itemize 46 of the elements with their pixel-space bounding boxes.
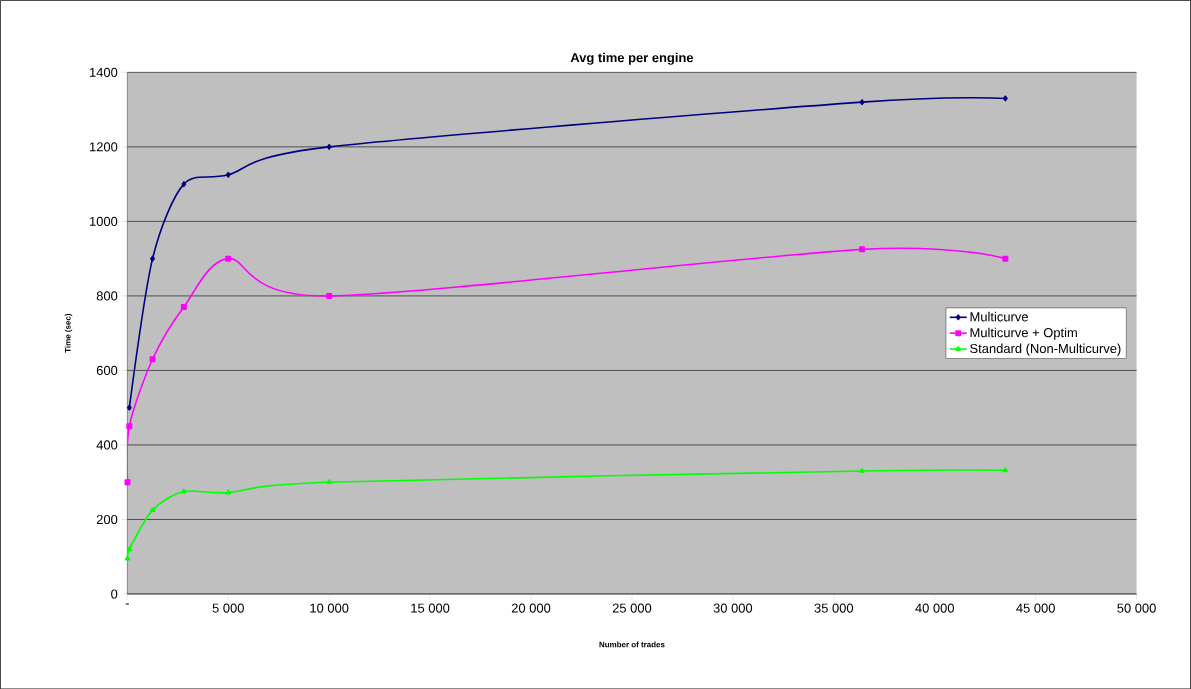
point xyxy=(181,180,187,187)
point xyxy=(126,404,132,411)
point xyxy=(124,479,131,486)
x-tick-label: - xyxy=(125,603,129,605)
point xyxy=(225,255,232,262)
point xyxy=(124,555,131,561)
x-tick-label: 30 000 xyxy=(713,603,753,613)
y-tick-label: 1400 xyxy=(90,67,118,77)
point xyxy=(126,546,133,552)
y-tick-label: 200 xyxy=(96,514,118,524)
y-tick-label: 400 xyxy=(96,440,118,450)
point xyxy=(150,255,155,262)
point xyxy=(225,489,231,495)
x-tick-label: 25 000 xyxy=(612,603,652,613)
point xyxy=(225,171,231,178)
point xyxy=(326,479,332,484)
x-tick-label: 20 000 xyxy=(511,603,551,613)
point xyxy=(180,303,187,310)
point xyxy=(181,488,187,494)
x-tick-label: 35 000 xyxy=(814,603,854,613)
chart-title: Avg time per engine xyxy=(570,52,694,65)
point xyxy=(126,423,133,430)
y-tick-label: 1200 xyxy=(90,142,118,152)
point xyxy=(859,467,865,473)
y-tick-label: 0 xyxy=(111,589,118,599)
y-tick-label: 600 xyxy=(96,365,118,375)
y-tick-label: 1000 xyxy=(90,216,118,226)
x-tick-label: 50 000 xyxy=(1117,603,1156,613)
x-tick-label: 10 000 xyxy=(310,603,349,613)
point xyxy=(859,99,865,105)
legend-label: Multicurve + Optim xyxy=(970,327,1077,340)
legend-label: Standard (Non-Multicurve) xyxy=(970,343,1121,356)
legend-label: Multicurve xyxy=(970,311,1028,322)
x-tick-label: 5 000 xyxy=(212,603,244,613)
point xyxy=(859,246,866,253)
point xyxy=(1002,255,1009,262)
point xyxy=(326,143,332,150)
x-tick-label: 45 000 xyxy=(1016,603,1055,613)
x-tick-label: 40 000 xyxy=(915,603,954,613)
point xyxy=(326,292,333,299)
point xyxy=(1002,95,1008,102)
point xyxy=(1002,467,1009,473)
point xyxy=(149,356,156,363)
y-tick-label: 800 xyxy=(96,291,118,301)
x-tick-label: 15 000 xyxy=(411,603,450,613)
point xyxy=(149,507,156,512)
